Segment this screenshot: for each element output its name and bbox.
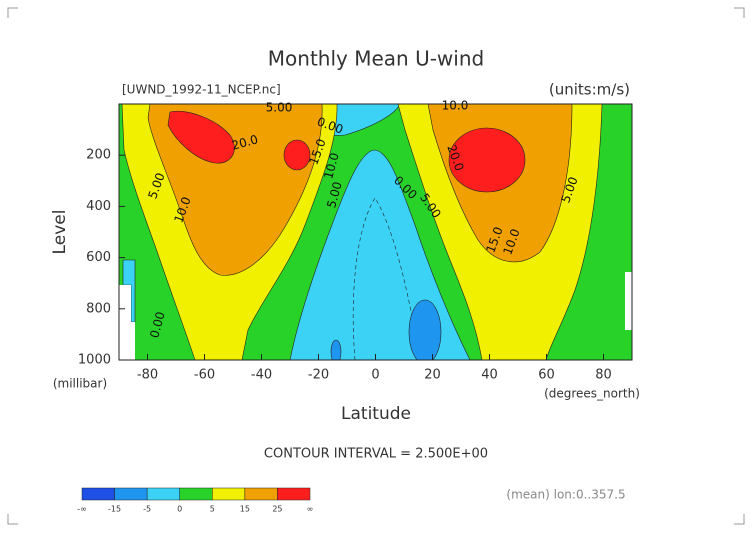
colorbar-segment (114, 487, 148, 501)
x-tick-label: -20 (308, 368, 329, 383)
x-tick-label: -80 (137, 368, 158, 383)
colorbar-label: 5 (210, 505, 215, 514)
colorbar-label: 0 (177, 505, 182, 514)
colorbar-label: -∞ (77, 505, 87, 514)
x-tick-label: 20 (424, 368, 441, 383)
colorbar-segment (81, 487, 115, 501)
colorbar-label: -15 (108, 505, 121, 514)
contour-label: 10.0 (321, 151, 341, 180)
x-tick-label: 0 (371, 368, 379, 383)
contour-field (119, 104, 632, 360)
chart-title: Monthly Mean U-wind (268, 47, 484, 71)
region-fill (167, 110, 235, 164)
x-unit-label: (degrees_north) (544, 387, 640, 401)
x-tick-label: -40 (251, 368, 272, 383)
colorbar-segment (146, 487, 180, 501)
contour-label: 5.00 (324, 180, 344, 209)
x-tick-label: 40 (481, 368, 498, 383)
region-fill (408, 299, 442, 360)
corner-marks (7, 7, 745, 525)
y-axis-title: Level (50, 210, 70, 255)
colorbar-segment (244, 487, 278, 501)
footnote: (mean) lon:0..357.5 (506, 488, 625, 502)
missing-region (119, 285, 135, 360)
x-tick-label: 80 (595, 368, 612, 383)
units-label: (units:m/s) (549, 81, 630, 99)
x-tick-label: 60 (538, 368, 555, 383)
y-tick-label: 200 (86, 148, 111, 163)
y-unit-label: (millibar) (53, 377, 107, 391)
y-tick-label: 400 (86, 199, 111, 214)
colorbar-segment (212, 487, 246, 501)
contour-label: 10.0 (442, 99, 469, 113)
contour-label: 0.00 (147, 310, 167, 339)
colorbar-label: -5 (143, 505, 151, 514)
contour-label: 20.0 (230, 132, 259, 152)
y-tick-label: 1000 (78, 353, 111, 368)
contour-line (352, 197, 421, 360)
colorbar-label: 15 (240, 505, 250, 514)
file-label: [UWND_1992-11_NCEP.nc] (122, 83, 281, 97)
region-fill (283, 139, 311, 171)
region-fill (330, 339, 342, 360)
y-tick-label: 800 (86, 301, 111, 316)
contour-interval: CONTOUR INTERVAL = 2.500E+00 (264, 447, 488, 462)
y-tick-label: 600 (86, 250, 111, 265)
contour-label: 5.00 (266, 101, 293, 115)
x-axis-title: Latitude (341, 404, 411, 424)
region-fill (448, 127, 526, 193)
colorbar-segment (179, 487, 213, 501)
missing-region (625, 272, 632, 330)
x-tick-label: -60 (194, 368, 215, 383)
colorbar-label: 25 (272, 505, 282, 514)
colorbar-segment (277, 487, 311, 501)
colorbar-label: ∞ (307, 505, 314, 514)
